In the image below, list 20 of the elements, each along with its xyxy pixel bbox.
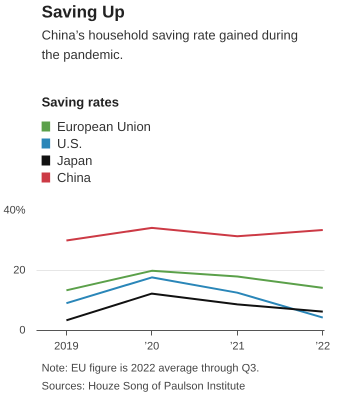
line-series: [65, 276, 324, 319]
legend-label: European Union: [56, 119, 151, 134]
source-note: Sources: Houze Song of Paulson Institute: [42, 380, 246, 392]
x-tick-label: ’21: [230, 340, 245, 352]
legend-label: China: [56, 170, 92, 185]
legend-label: U.S.: [56, 136, 82, 151]
x-tick-label: ’20: [144, 340, 160, 352]
line-series: [65, 292, 324, 322]
y-tick-label: 40%: [3, 204, 26, 216]
line-series: [65, 226, 324, 242]
chart-title: Saving Up: [42, 2, 125, 22]
legend-label: Japan: [56, 153, 92, 168]
x-tick-label: ’22: [315, 340, 330, 352]
y-tick-label: 0: [19, 324, 26, 336]
chart-subtitle: China’s household saving rate gained during the pandemic.: [42, 28, 298, 62]
legend-title: Saving rates: [42, 94, 119, 110]
text: Note: EU figure is 2022 average through Q3.: [42, 362, 260, 374]
x-tick-label: 2019: [54, 340, 79, 352]
y-tick-label: 20: [13, 264, 26, 276]
line-series: [65, 270, 324, 292]
